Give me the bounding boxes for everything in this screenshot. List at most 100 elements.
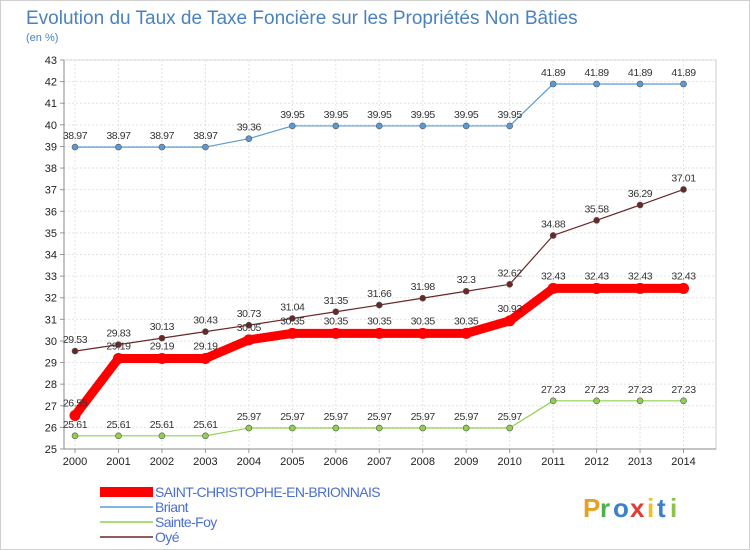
series-point-1 — [289, 122, 296, 130]
series-point-0 — [504, 315, 516, 327]
series-layer — [69, 80, 690, 440]
x-tick-label: 2013 — [628, 456, 652, 468]
y-tick-label: 26 — [45, 422, 57, 434]
data-label-2: 25.61 — [106, 419, 131, 431]
data-label-1: 39.95 — [454, 109, 479, 121]
data-label-1: 39.95 — [367, 109, 392, 121]
y-tick-label: 42 — [45, 77, 57, 89]
series-point-2 — [158, 432, 166, 440]
data-label-3: 32.3 — [457, 274, 476, 286]
data-label-2: 25.97 — [498, 411, 523, 423]
data-label-1: 39.95 — [324, 109, 349, 121]
legend-label-0: SAINT-CHRISTOPHE-EN-BRIONNAIS — [155, 484, 380, 500]
logo-letter: t — [657, 493, 667, 523]
proxiti-logo: Pr o x i t i — [583, 493, 677, 523]
logo-letter: x — [630, 493, 645, 523]
series-point-3 — [289, 315, 296, 322]
data-label-0: 32.43 — [671, 270, 696, 282]
data-label-0: 30.35 — [454, 315, 479, 327]
data-label-0: 29.19 — [106, 340, 131, 352]
chart-title: Evolution du Taux de Taxe Foncière sur l… — [26, 8, 578, 29]
data-label-3: 29.83 — [106, 328, 131, 340]
series-point-2 — [636, 397, 644, 405]
data-label-0: 30.05 — [237, 322, 262, 334]
series-point-2 — [332, 424, 340, 432]
series-point-0 — [286, 327, 298, 339]
logo-letter: r — [600, 493, 611, 523]
series-point-1 — [115, 143, 122, 151]
x-tick-label: 2014 — [671, 456, 695, 468]
series-point-3 — [549, 232, 557, 239]
series-point-1 — [419, 122, 427, 130]
data-label-0: 29.19 — [193, 340, 218, 352]
series-point-1 — [506, 122, 513, 130]
data-label-1: 39.36 — [237, 122, 262, 134]
data-label-2: 25.97 — [454, 411, 479, 423]
x-tick-label: 2012 — [584, 456, 608, 468]
data-label-1: 39.95 — [411, 109, 436, 121]
x-tick-label: 2001 — [106, 456, 130, 468]
data-label-2: 25.61 — [150, 419, 175, 431]
data-label-1: 38.97 — [193, 130, 218, 142]
series-point-1 — [636, 80, 644, 88]
data-label-2: 25.97 — [324, 411, 349, 423]
data-label-3: 34.88 — [541, 218, 566, 230]
series-point-1 — [549, 80, 557, 88]
series-point-2 — [245, 424, 253, 432]
series-point-0 — [591, 282, 603, 294]
data-label-2: 27.23 — [584, 384, 609, 396]
data-label-1: 41.89 — [584, 67, 609, 79]
series-point-2 — [593, 397, 600, 405]
logo-letter: i — [647, 493, 655, 523]
data-label-1: 41.89 — [671, 67, 696, 79]
y-tick-label: 30 — [45, 336, 57, 348]
series-point-1 — [158, 143, 166, 151]
series-point-2 — [375, 424, 383, 432]
data-label-2: 25.61 — [193, 419, 218, 431]
x-tick-label: 2008 — [410, 456, 434, 468]
y-tick-label: 28 — [45, 379, 57, 391]
data-label-3: 29.53 — [63, 334, 88, 346]
series-point-3 — [593, 217, 600, 224]
y-tick-label: 40 — [45, 120, 57, 132]
series-point-1 — [593, 80, 600, 88]
data-label-0: 32.43 — [584, 270, 609, 282]
y-tick-label: 25 — [45, 444, 57, 456]
data-label-0: 30.93 — [498, 303, 523, 315]
data-label-2: 27.23 — [671, 384, 696, 396]
logo-letter: o — [613, 493, 630, 523]
series-point-0 — [678, 282, 690, 294]
data-label-3: 37.01 — [671, 172, 696, 184]
series-point-1 — [332, 122, 340, 130]
y-tick-label: 33 — [45, 271, 57, 283]
legend-swatch-0 — [100, 487, 153, 497]
series-point-1 — [245, 135, 253, 142]
series-point-2 — [549, 397, 557, 405]
data-label-3: 31.98 — [411, 281, 436, 293]
data-label-0: 30.35 — [324, 315, 349, 327]
series-point-1 — [71, 143, 79, 151]
data-label-3: 30.73 — [237, 308, 262, 320]
series-point-0 — [547, 282, 559, 294]
series-point-2 — [202, 432, 209, 440]
data-label-0: 32.43 — [541, 270, 566, 282]
series-point-1 — [202, 143, 209, 151]
data-label-1: 38.97 — [150, 130, 175, 142]
data-label-3: 31.04 — [280, 301, 305, 313]
x-tick-label: 2002 — [150, 456, 174, 468]
series-point-2 — [506, 424, 513, 432]
series-point-2 — [462, 424, 470, 432]
series-point-2 — [289, 424, 296, 432]
legend-label-1: Briant — [155, 499, 189, 515]
series-point-1 — [462, 122, 470, 130]
data-label-1: 41.89 — [628, 67, 653, 79]
y-tick-label: 32 — [45, 293, 57, 305]
series-point-3 — [680, 186, 687, 193]
data-label-1: 39.95 — [498, 109, 523, 121]
data-labels: 26.55 29.19 29.19 29.19 30.05 30.35 30.35 30.35… — [63, 67, 697, 431]
grid — [63, 59, 717, 450]
data-label-3: 31.35 — [324, 295, 349, 307]
series-point-2 — [680, 397, 687, 405]
